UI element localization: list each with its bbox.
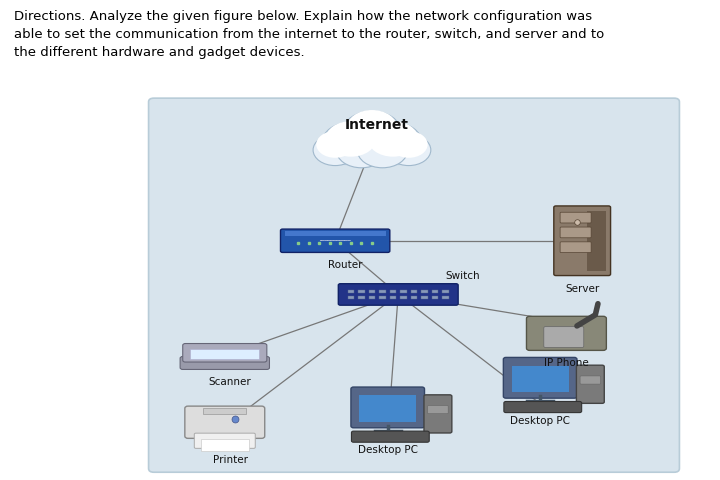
FancyBboxPatch shape (544, 327, 584, 348)
FancyBboxPatch shape (348, 290, 354, 294)
FancyBboxPatch shape (504, 402, 582, 413)
Circle shape (387, 135, 431, 166)
FancyBboxPatch shape (421, 296, 428, 300)
FancyBboxPatch shape (411, 296, 417, 300)
FancyBboxPatch shape (281, 229, 390, 253)
FancyBboxPatch shape (351, 431, 429, 442)
Text: Scanner: Scanner (209, 376, 251, 386)
Text: Printer: Printer (212, 454, 248, 464)
Circle shape (357, 133, 408, 168)
Circle shape (316, 132, 354, 158)
FancyBboxPatch shape (400, 290, 407, 294)
FancyBboxPatch shape (411, 290, 417, 294)
Text: ━━━━━━━━━━━: ━━━━━━━━━━━ (320, 237, 351, 242)
FancyBboxPatch shape (390, 290, 396, 294)
FancyBboxPatch shape (359, 296, 364, 300)
FancyBboxPatch shape (379, 290, 386, 294)
FancyBboxPatch shape (201, 440, 249, 451)
FancyBboxPatch shape (194, 433, 256, 448)
Circle shape (322, 123, 380, 164)
Circle shape (325, 122, 376, 157)
FancyBboxPatch shape (421, 290, 428, 294)
FancyBboxPatch shape (203, 408, 246, 414)
FancyBboxPatch shape (442, 290, 449, 294)
FancyBboxPatch shape (580, 376, 600, 384)
FancyBboxPatch shape (183, 344, 267, 362)
FancyBboxPatch shape (185, 406, 265, 438)
Circle shape (364, 123, 422, 164)
Text: Directions. Analyze the given figure below. Explain how the network configuratio: Directions. Analyze the given figure bel… (14, 10, 605, 59)
FancyBboxPatch shape (526, 317, 606, 351)
FancyBboxPatch shape (503, 358, 577, 398)
FancyBboxPatch shape (560, 213, 591, 224)
FancyBboxPatch shape (432, 296, 438, 300)
Text: Router: Router (328, 260, 363, 270)
FancyBboxPatch shape (369, 296, 375, 300)
FancyBboxPatch shape (432, 290, 438, 294)
FancyBboxPatch shape (338, 284, 458, 306)
Text: Desktop PC: Desktop PC (510, 415, 570, 425)
FancyBboxPatch shape (428, 406, 448, 414)
FancyBboxPatch shape (512, 366, 569, 393)
FancyBboxPatch shape (359, 290, 364, 294)
FancyBboxPatch shape (554, 206, 611, 276)
FancyBboxPatch shape (190, 349, 259, 359)
FancyBboxPatch shape (379, 296, 386, 300)
FancyBboxPatch shape (359, 396, 416, 422)
FancyBboxPatch shape (348, 296, 354, 300)
Circle shape (347, 111, 397, 146)
FancyBboxPatch shape (390, 296, 396, 300)
FancyBboxPatch shape (424, 395, 452, 433)
FancyBboxPatch shape (369, 290, 375, 294)
Circle shape (336, 133, 387, 168)
FancyBboxPatch shape (442, 296, 449, 300)
FancyBboxPatch shape (587, 211, 606, 271)
Circle shape (343, 112, 401, 153)
Text: Server: Server (565, 284, 599, 294)
Circle shape (313, 135, 357, 166)
Text: Internet: Internet (345, 118, 409, 132)
FancyBboxPatch shape (560, 242, 591, 253)
FancyBboxPatch shape (284, 232, 386, 237)
FancyBboxPatch shape (560, 228, 591, 238)
FancyBboxPatch shape (351, 387, 425, 428)
Text: IP Phone: IP Phone (544, 358, 589, 368)
FancyBboxPatch shape (400, 296, 407, 300)
Circle shape (390, 132, 428, 158)
FancyBboxPatch shape (577, 365, 604, 404)
FancyBboxPatch shape (180, 357, 269, 370)
Text: Switch: Switch (446, 270, 480, 280)
Ellipse shape (314, 142, 430, 168)
Text: Desktop PC: Desktop PC (358, 444, 418, 455)
Circle shape (368, 122, 418, 157)
FancyBboxPatch shape (148, 99, 680, 472)
